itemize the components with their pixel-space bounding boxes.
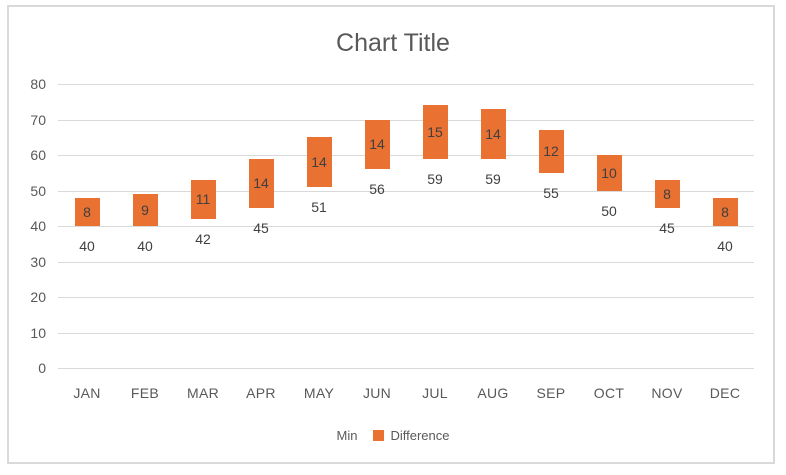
x-tick-label-nov: NOV xyxy=(651,385,683,401)
gridline-40 xyxy=(58,226,754,227)
x-tick-label-jul: JUL xyxy=(422,385,448,401)
bar-sep: 12 xyxy=(538,130,564,173)
gridline-20 xyxy=(58,297,754,298)
legend-label-min: Min xyxy=(336,427,358,443)
legend-item-difference: Difference xyxy=(373,428,449,443)
gridline-30 xyxy=(58,261,754,263)
y-tick-label-80: 80 xyxy=(30,76,46,92)
difference-label-dec: 8 xyxy=(721,203,729,220)
legend: Min Difference xyxy=(0,426,786,444)
bar-nov: 8 xyxy=(654,179,680,209)
min-label-jun: 56 xyxy=(369,181,385,198)
bar-oct: 10 xyxy=(596,155,622,191)
y-tick-label-10: 10 xyxy=(30,324,46,341)
min-label-feb: 40 xyxy=(137,238,153,254)
difference-label-feb: 9 xyxy=(141,202,149,219)
gridline-70 xyxy=(58,119,754,121)
x-tick-label-feb: FEB xyxy=(130,385,160,401)
difference-label-apr: 14 xyxy=(253,175,269,192)
bar-apr: 14 xyxy=(248,158,274,209)
x-tick-label-may: MAY xyxy=(303,385,335,401)
x-tick-label-apr: APR xyxy=(246,385,276,401)
gridline-0 xyxy=(58,368,754,369)
legend-item-min: Min xyxy=(337,428,358,443)
gridline-60 xyxy=(58,155,754,156)
min-label-oct: 50 xyxy=(601,202,617,219)
y-tick-label-60: 60 xyxy=(30,147,46,163)
y-tick-label-30: 30 xyxy=(30,253,46,270)
difference-label-jul: 15 xyxy=(427,123,443,140)
difference-label-oct: 10 xyxy=(601,164,617,181)
difference-label-sep: 12 xyxy=(543,143,559,160)
gridline-50 xyxy=(58,190,754,192)
difference-label-jan: 8 xyxy=(83,203,91,220)
x-tick-label-jan: JAN xyxy=(73,385,101,401)
bar-may: 14 xyxy=(306,137,332,187)
bar-jan: 8 xyxy=(74,197,100,226)
gridline-80 xyxy=(58,84,754,85)
bar-feb: 9 xyxy=(132,194,158,226)
min-label-jul: 59 xyxy=(427,170,443,187)
legend-swatch-difference xyxy=(373,429,385,441)
bar-jun: 14 xyxy=(364,119,390,170)
bar-mar: 11 xyxy=(190,179,216,219)
min-label-apr: 45 xyxy=(253,220,269,237)
y-tick-label-50: 50 xyxy=(30,182,46,199)
min-label-mar: 42 xyxy=(195,230,211,247)
x-tick-label-sep: SEP xyxy=(536,385,566,401)
min-label-sep: 55 xyxy=(543,184,559,201)
y-tick-label-70: 70 xyxy=(30,111,46,128)
x-tick-label-oct: OCT xyxy=(593,385,625,401)
min-label-dec: 40 xyxy=(717,238,733,254)
min-label-may: 51 xyxy=(311,198,327,215)
min-label-jan: 40 xyxy=(79,238,95,254)
x-tick-label-jun: JUN xyxy=(362,385,392,401)
x-tick-label-mar: MAR xyxy=(186,385,219,401)
gridline-10 xyxy=(58,332,754,334)
bar-jul: 15 xyxy=(422,105,448,159)
difference-label-mar: 11 xyxy=(195,191,211,208)
y-tick-label-40: 40 xyxy=(30,218,46,234)
x-tick-label-dec: DEC xyxy=(709,385,741,401)
difference-label-may: 14 xyxy=(311,154,327,171)
difference-label-aug: 14 xyxy=(485,125,501,142)
x-tick-label-aug: AUG xyxy=(477,385,509,401)
min-label-aug: 59 xyxy=(485,170,501,187)
chart-title: Chart Title xyxy=(336,29,450,57)
bar-aug: 14 xyxy=(480,108,506,159)
min-label-nov: 45 xyxy=(659,220,675,237)
difference-label-nov: 8 xyxy=(663,186,671,203)
y-tick-label-20: 20 xyxy=(30,289,46,305)
y-tick-label-0: 0 xyxy=(38,360,46,376)
legend-label-difference: Difference xyxy=(390,427,450,443)
difference-label-jun: 14 xyxy=(369,136,385,153)
bar-dec: 8 xyxy=(712,197,738,226)
